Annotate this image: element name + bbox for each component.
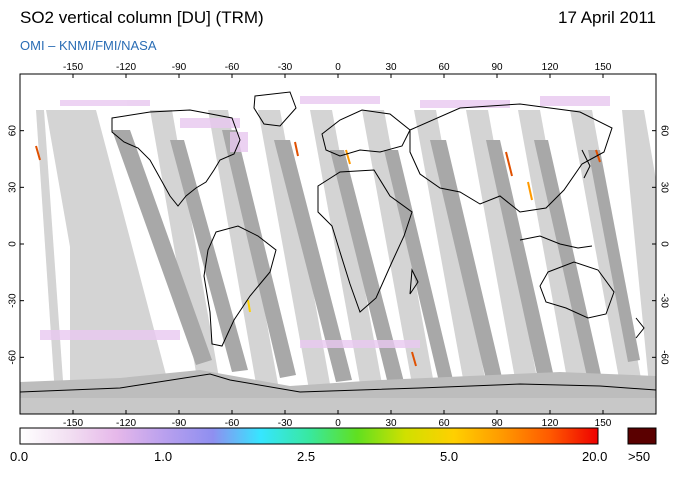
- colorbar-overflow: [627, 427, 657, 445]
- lon-label-top: -60: [225, 62, 240, 73]
- colorbar-label: 20.0: [582, 449, 608, 464]
- colorbar-label: >50: [628, 449, 651, 464]
- coast-africa: [317, 169, 413, 313]
- map-ticks: -150 -150 -120 -120 -90 -90 -60 -60 -30 -30 0 0 30 30…: [8, 62, 670, 429]
- map-layers: [20, 91, 656, 414]
- lon-label-bottom: 60: [438, 418, 450, 429]
- lat-label-left: 60: [8, 125, 19, 137]
- credit-label: OMI – KNMI/FMI/NASA: [20, 38, 157, 53]
- lon-label-bottom: -30: [278, 418, 293, 429]
- swath-dark: [222, 130, 296, 378]
- colorbar-main: [19, 427, 599, 445]
- lon-label-top: -120: [116, 62, 136, 73]
- swath-dark: [170, 140, 248, 372]
- coast-asia: [409, 103, 613, 213]
- swath-dark: [588, 150, 640, 362]
- coast-new-zealand: [635, 317, 645, 339]
- lon-label-top: -90: [172, 62, 187, 73]
- lon-label-bottom: -90: [172, 418, 187, 429]
- colorbar-label: 1.0: [154, 449, 173, 464]
- lat-label-right: 60: [658, 125, 669, 137]
- lat-label-left: 30: [8, 181, 19, 193]
- colorbar-label: 2.5: [297, 449, 316, 464]
- coast-madagascar: [409, 268, 419, 295]
- lat-label-right: 0: [658, 241, 669, 247]
- lon-label-top: 150: [595, 62, 612, 73]
- lon-label-top: 120: [542, 62, 559, 73]
- coastlines: [20, 91, 656, 393]
- lat-label-right: 30: [658, 182, 669, 194]
- swath-light: [414, 110, 488, 395]
- lat-label-left: -30: [8, 293, 19, 308]
- swath-light: [310, 110, 384, 395]
- lon-label-top: 60: [438, 62, 450, 73]
- swath-light: [466, 110, 540, 395]
- swath-light: [208, 110, 280, 395]
- lon-label-top: 30: [385, 62, 397, 73]
- lon-label-bottom: -60: [225, 418, 240, 429]
- lon-label-bottom: 30: [385, 418, 397, 429]
- coast-antarctica: [20, 373, 656, 393]
- lat-label-right: -60: [658, 350, 669, 365]
- swath-dark: [384, 150, 454, 386]
- colorbar-label: 0.0: [10, 449, 29, 464]
- swath-dark: [330, 150, 404, 384]
- pacific-gap-region: [70, 110, 170, 395]
- lon-label-bottom: 120: [542, 418, 559, 429]
- lon-label-bottom: 0: [335, 418, 341, 429]
- coast-north-america: [111, 109, 241, 207]
- lon-label-top: 0: [335, 62, 341, 73]
- lon-label-bottom: 90: [491, 418, 503, 429]
- coast-australia: [539, 261, 615, 319]
- lon-label-bottom: -120: [116, 418, 136, 429]
- coast-south-america: [203, 225, 277, 347]
- coast-japan: [581, 149, 591, 179]
- swath-dark: [274, 140, 352, 382]
- swath-light: [258, 110, 332, 395]
- coast-indonesia: [519, 235, 593, 249]
- lon-label-top: -30: [278, 62, 293, 73]
- swath-light: [518, 110, 592, 395]
- lat-label-left: -60: [8, 350, 19, 365]
- swath-light: [36, 110, 64, 395]
- swath-light: [150, 110, 222, 395]
- swath-dark: [430, 140, 504, 388]
- lon-label-top: 90: [491, 62, 503, 73]
- coast-europe: [321, 109, 411, 157]
- lat-label-right: -30: [658, 293, 669, 308]
- edge-streaks: [35, 141, 601, 367]
- page-title: SO2 vertical column [DU] (TRM): [20, 8, 264, 27]
- lat-label-left: 0: [8, 241, 19, 247]
- swath-light: [622, 110, 656, 395]
- swath-dark: [486, 140, 556, 388]
- lon-label-top: -150: [63, 62, 83, 73]
- lon-label-bottom: -150: [63, 418, 83, 429]
- dark-swaths: [112, 130, 640, 390]
- colorbar-label: 5.0: [440, 449, 459, 464]
- lon-label-bottom: 150: [595, 418, 612, 429]
- coast-greenland: [253, 91, 297, 127]
- swath-dark: [112, 130, 212, 365]
- date-label: 17 April 2011: [558, 8, 656, 27]
